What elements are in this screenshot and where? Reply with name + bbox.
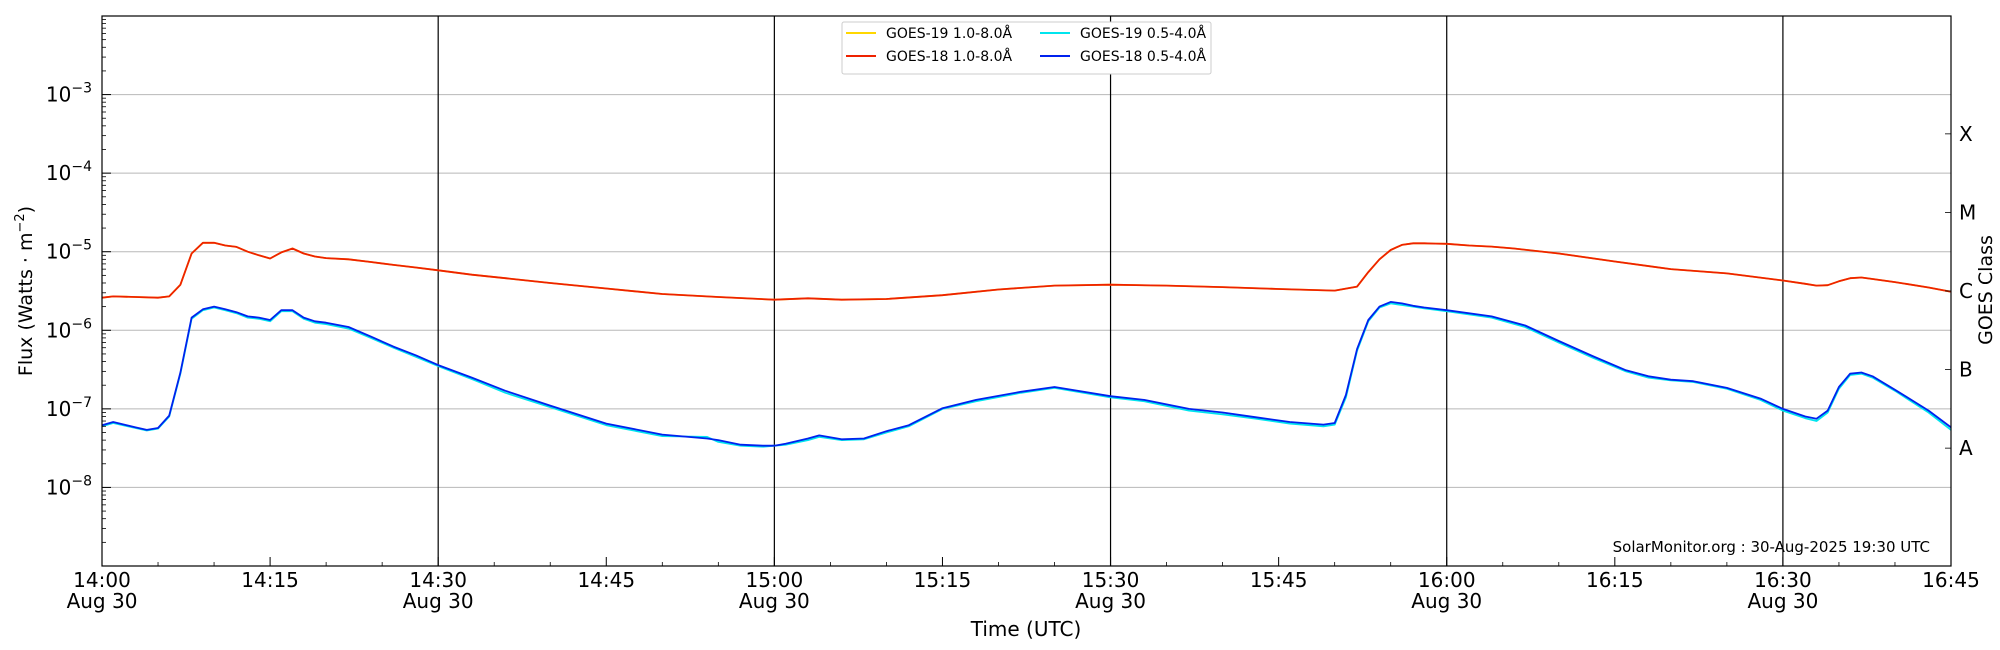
goes-class-label: A (1959, 436, 1973, 460)
x-tick-label: 15:15 (914, 568, 972, 592)
legend-box (841, 21, 1212, 75)
y-tick-label: 10−5 (46, 238, 92, 264)
series-line (101, 302, 1952, 448)
goes-class-labels: X M C B A (1945, 122, 1976, 460)
x-tick-label: 15:30 (1082, 568, 1140, 592)
x-tick-label: 14:30 (409, 568, 467, 592)
y-axis-label-close: ) (15, 206, 37, 213)
series-line (101, 300, 1952, 447)
y-tick-label: 10−7 (46, 395, 92, 421)
time-markers (437, 16, 1784, 566)
y-tick-exponent: −3 (71, 81, 92, 97)
x-tick-label: 16:30 (1754, 568, 1812, 592)
x-tick-label: 14:15 (241, 568, 299, 592)
x-tick-date-label: Aug 30 (403, 589, 474, 613)
x-tick-label: 16:45 (1922, 568, 1980, 592)
y-axis-label: Flux (Watts · m−2) (13, 206, 37, 376)
x-tick-label: 15:00 (746, 568, 804, 592)
x-tick-label: 16:15 (1586, 568, 1644, 592)
y-axis-ticks: 10−310−410−510−610−710−8 (46, 19, 111, 543)
x-tick-label: 14:00 (73, 568, 131, 592)
x-tick-label: 15:45 (1250, 568, 1308, 592)
goes-class-label: B (1959, 358, 1973, 382)
y-tick-label: 10−3 (46, 81, 92, 107)
y-tick-base: 10 (46, 83, 71, 107)
x-tick-label: 16:00 (1418, 568, 1476, 592)
y-tick-label: 10−8 (46, 473, 92, 499)
legend-label: GOES-18 1.0-8.0Å (886, 48, 1012, 65)
x-tick-date-label: Aug 30 (1747, 589, 1818, 613)
x-axis-label: Time (UTC) (970, 617, 1082, 641)
y-tick-base: 10 (46, 475, 71, 499)
x-tick-label: 14:45 (577, 568, 635, 592)
y-tick-label: 10−6 (46, 316, 92, 342)
source-annotation: SolarMonitor.org : 30-Aug-2025 19:30 UTC (1613, 538, 1930, 556)
legend-label: GOES-19 0.5-4.0Å (1080, 25, 1206, 42)
y-tick-exponent: −5 (71, 238, 92, 254)
y-tick-base: 10 (46, 318, 71, 342)
goes-class-label: M (1959, 200, 1976, 224)
y-tick-base: 10 (46, 240, 71, 264)
goes-class-label: X (1959, 122, 1973, 146)
y-tick-exponent: −8 (71, 473, 92, 489)
goes-class-label: C (1959, 279, 1973, 303)
y-axis-label-sup: −2 (13, 213, 28, 232)
goes-class-axis-label: GOES Class (1975, 235, 1997, 345)
x-tick-date-label: Aug 30 (1075, 589, 1146, 613)
y-axis-label-main: Flux (Watts · m (15, 233, 37, 377)
y-tick-exponent: −6 (71, 316, 92, 332)
x-tick-date-label: Aug 30 (739, 589, 810, 613)
grid (102, 94, 1951, 488)
y-tick-base: 10 (46, 397, 71, 421)
legend-label: GOES-18 0.5-4.0Å (1080, 48, 1206, 65)
series-line (101, 241, 1952, 301)
x-tick-date-label: Aug 30 (67, 589, 138, 613)
y-tick-exponent: −4 (71, 159, 92, 175)
y-tick-label: 10−4 (46, 159, 92, 185)
y-tick-exponent: −7 (71, 395, 92, 411)
legend: GOES-19 1.0-8.0Å GOES-19 0.5-4.0Å GOES-18 … (841, 21, 1212, 75)
legend-label: GOES-19 1.0-8.0Å (886, 25, 1012, 42)
y-tick-base: 10 (46, 161, 71, 185)
series-lines (101, 241, 1952, 448)
plot-frame (101, 15, 1952, 567)
x-tick-date-label: Aug 30 (1411, 589, 1482, 613)
